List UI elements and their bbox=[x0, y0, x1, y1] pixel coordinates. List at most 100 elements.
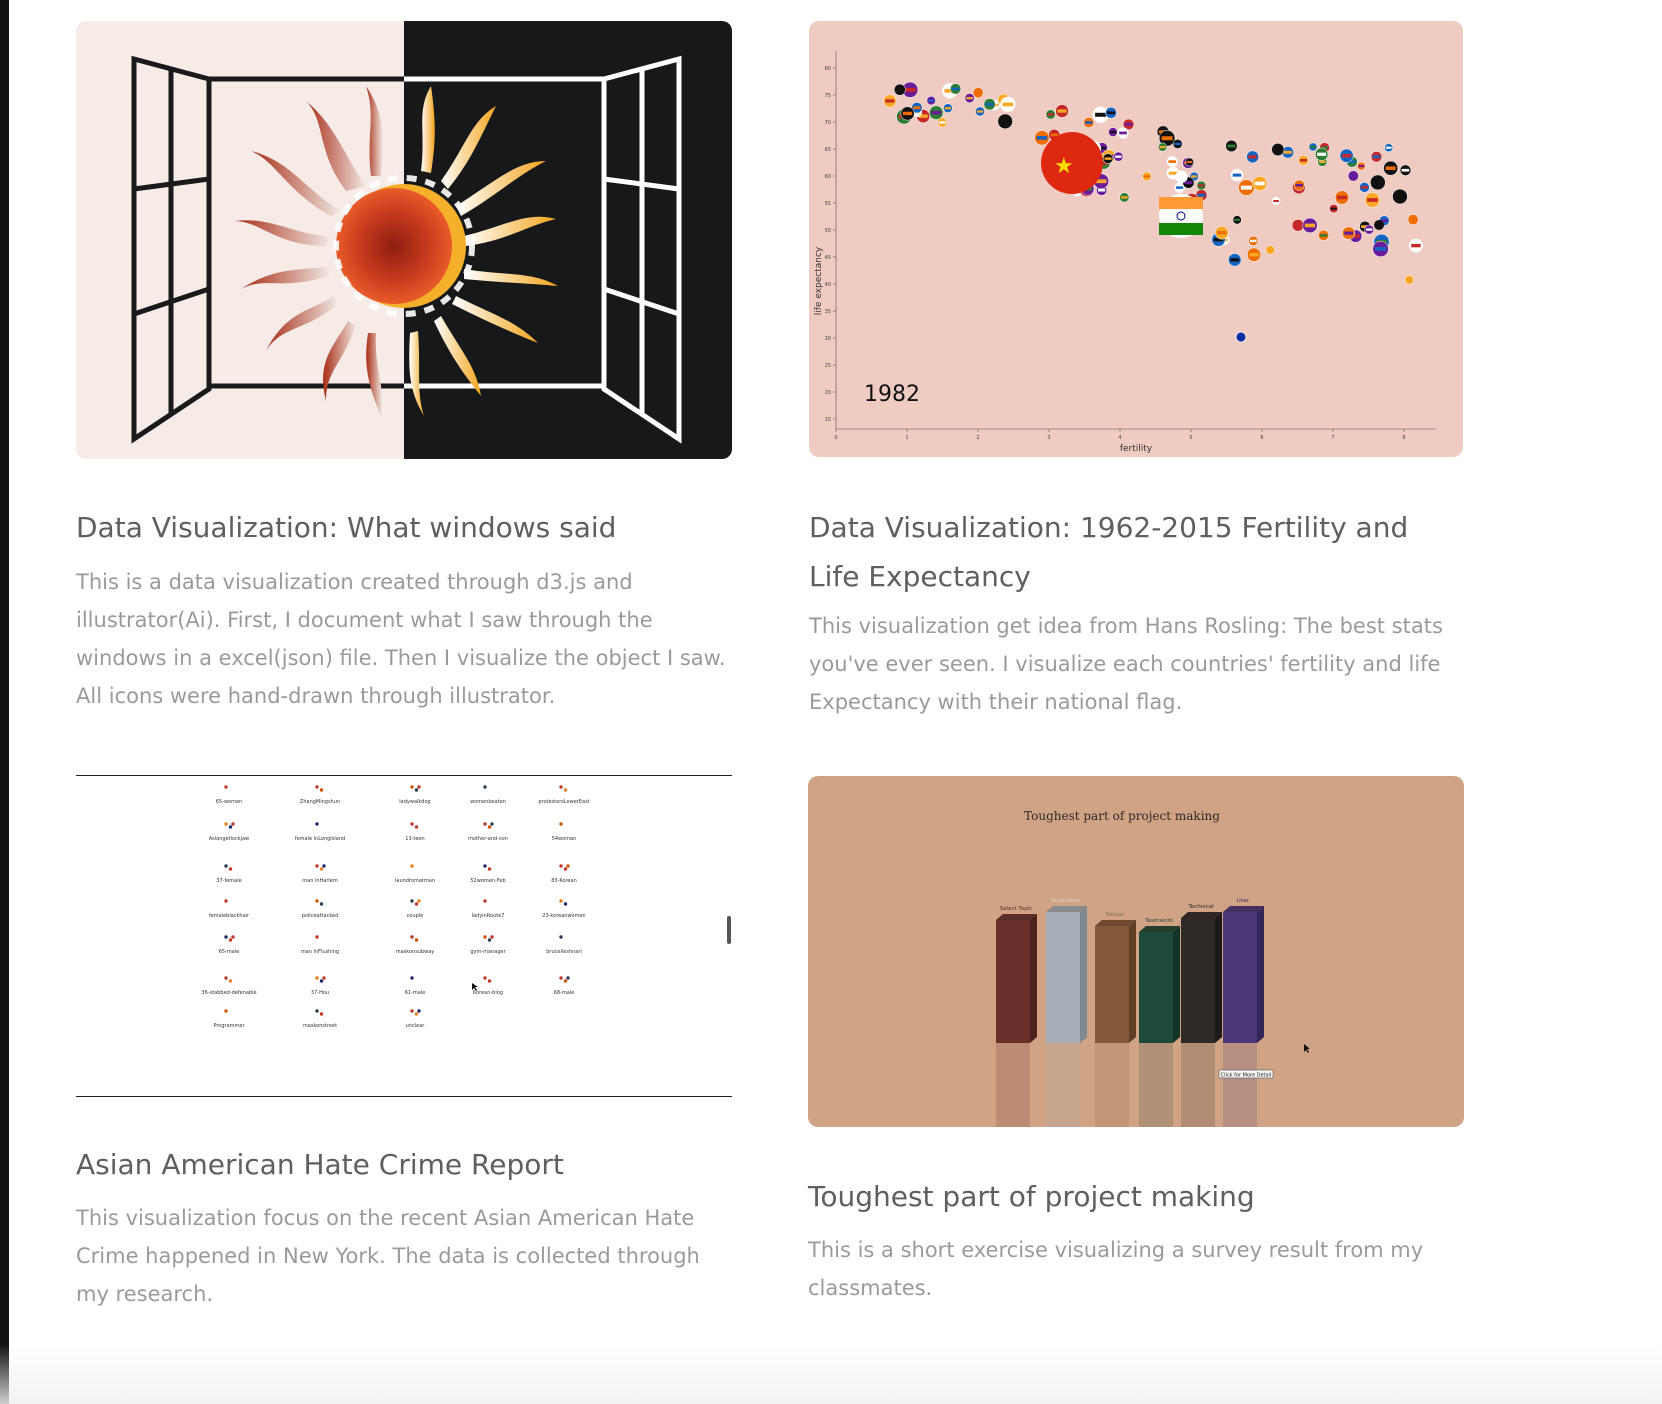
incident-label: 65-male bbox=[219, 949, 240, 955]
flag-stripe bbox=[928, 99, 935, 102]
project-title[interactable]: Toughest part of project making bbox=[808, 1180, 1255, 1213]
flag-stripe bbox=[1143, 175, 1151, 178]
large-country-point bbox=[1041, 132, 1103, 194]
incident-dot bbox=[414, 788, 419, 792]
project-title[interactable]: Data Visualization: What windows said bbox=[76, 511, 617, 544]
flag-stripe bbox=[1095, 112, 1107, 117]
x-axis-label: fertility bbox=[1120, 444, 1153, 454]
incident-dot bbox=[224, 976, 228, 980]
project-title[interactable]: Asian American Hate Crime Report bbox=[76, 1148, 564, 1181]
incident-dot bbox=[563, 979, 568, 983]
incident-dot bbox=[224, 822, 228, 826]
project-title[interactable]: Data Visualization: 1962-2015 Fertility … bbox=[809, 511, 1409, 593]
bar-front bbox=[996, 920, 1030, 1043]
flag-stripe bbox=[1321, 146, 1329, 149]
y-tick-label: 35 bbox=[825, 309, 831, 315]
flag-stripe bbox=[1097, 188, 1106, 192]
flag-stripe bbox=[885, 99, 895, 103]
flag-stripe bbox=[1254, 181, 1265, 186]
incident-dot bbox=[559, 935, 563, 939]
flag-stripe bbox=[1361, 225, 1369, 228]
flag-stripe bbox=[1319, 160, 1326, 163]
bar-reflection bbox=[996, 1043, 1030, 1127]
incident-label: laundromatman bbox=[395, 878, 435, 884]
incident-label: 13-teen bbox=[405, 836, 424, 842]
flag-stripe bbox=[1304, 223, 1316, 228]
left-window-edge bbox=[0, 0, 9, 1404]
project-thumbnail-survey[interactable]: Toughest part of project making Select T… bbox=[808, 776, 1464, 1127]
incident-dot bbox=[319, 867, 324, 871]
incident-dot bbox=[483, 899, 487, 903]
bar-front bbox=[1223, 912, 1257, 1043]
bar-category-label: Select Topic bbox=[1000, 906, 1033, 912]
flag-stripe bbox=[1273, 200, 1279, 203]
flag-stripe bbox=[1409, 218, 1417, 221]
incident-dot bbox=[563, 788, 568, 792]
flag-stripe bbox=[1240, 185, 1252, 190]
incident-label: policeattacked bbox=[302, 913, 339, 919]
incident-label: 61-male bbox=[405, 990, 426, 996]
incident-dot bbox=[487, 979, 492, 983]
incident-dot bbox=[315, 785, 319, 789]
incident-dot bbox=[410, 785, 414, 789]
flag-stripe bbox=[1099, 161, 1109, 165]
bar-front bbox=[1046, 912, 1080, 1043]
flag-stripe bbox=[976, 110, 984, 113]
flag-stripe bbox=[1109, 130, 1117, 134]
flag-stripe bbox=[1380, 219, 1388, 222]
incident-dot bbox=[559, 899, 563, 903]
incident-label: Programmer bbox=[213, 1023, 245, 1029]
y-axis-label: life expectancy bbox=[814, 246, 824, 315]
flag-stripe bbox=[1217, 231, 1227, 235]
incident-dot bbox=[224, 899, 228, 903]
flag-stripe bbox=[1358, 165, 1365, 168]
incident-dot bbox=[559, 822, 563, 826]
country-point bbox=[1235, 331, 1247, 343]
survey-3d-bar-chart: Toughest part of project making Select T… bbox=[996, 809, 1310, 1127]
y-tick-label: 60 bbox=[825, 174, 831, 180]
y-tick-label: 40 bbox=[825, 282, 831, 288]
flag-stripe bbox=[1168, 171, 1178, 175]
incident-dot bbox=[319, 788, 324, 792]
flag-stripe bbox=[1085, 121, 1093, 124]
incident-dot bbox=[417, 785, 421, 789]
hate-crime-dot-grid: 65-women ZhangMingshun ladywalkdog womenbea… bbox=[201, 785, 590, 1029]
flag-stripe bbox=[1367, 198, 1378, 202]
incident-dot bbox=[563, 867, 568, 871]
x-tick-label: 5 bbox=[1189, 435, 1192, 441]
y-tick-label: 30 bbox=[825, 336, 831, 342]
flag-stripe bbox=[1057, 109, 1067, 113]
flag-stripe bbox=[1186, 161, 1193, 164]
incident-dot bbox=[315, 935, 319, 939]
flag-stripe bbox=[1184, 181, 1193, 185]
incident-label: female inLongIsland bbox=[295, 836, 345, 842]
bar-category-label: Design bbox=[1106, 912, 1126, 918]
bar-top bbox=[1223, 906, 1264, 912]
project-thumbnail-hate-crime[interactable]: 65-women ZhangMingshun ladywalkdog womenbea… bbox=[76, 775, 732, 1097]
bar-front bbox=[1181, 918, 1215, 1043]
incident-label: 68-male bbox=[554, 990, 575, 996]
bar-side bbox=[1030, 914, 1037, 1043]
project-thumbnail-windows[interactable] bbox=[76, 21, 732, 459]
incident-label: femaleblackhair bbox=[209, 913, 250, 919]
incident-dot bbox=[224, 864, 228, 868]
incident-dot bbox=[483, 864, 487, 868]
incident-dot bbox=[322, 864, 326, 868]
flag-stripe bbox=[1176, 186, 1184, 189]
incident-dot bbox=[417, 1009, 421, 1013]
flag-stripe bbox=[1177, 175, 1186, 179]
y-tick-label: 80 bbox=[825, 66, 831, 72]
country-point bbox=[1374, 220, 1384, 230]
flag-stripe bbox=[1121, 196, 1128, 199]
incident-dot bbox=[231, 822, 235, 826]
incident-dot bbox=[559, 864, 563, 868]
flag-stripe bbox=[1098, 146, 1106, 150]
country-flag-points: ★ bbox=[883, 81, 1423, 343]
scrollbar-thumb[interactable] bbox=[727, 916, 731, 944]
flag-stripe bbox=[1050, 133, 1059, 137]
project-thumbnail-fertility[interactable]: 0 1 2 3 4 5 6 7 8 15 20 25 30 35 40 45 50 55 60 65 70 75 80 ★ … bbox=[809, 21, 1463, 457]
flag-stripe bbox=[1411, 243, 1421, 248]
x-tick-label: 1 bbox=[905, 435, 908, 441]
incident-dot bbox=[414, 902, 419, 906]
incident-dot bbox=[319, 1012, 324, 1016]
